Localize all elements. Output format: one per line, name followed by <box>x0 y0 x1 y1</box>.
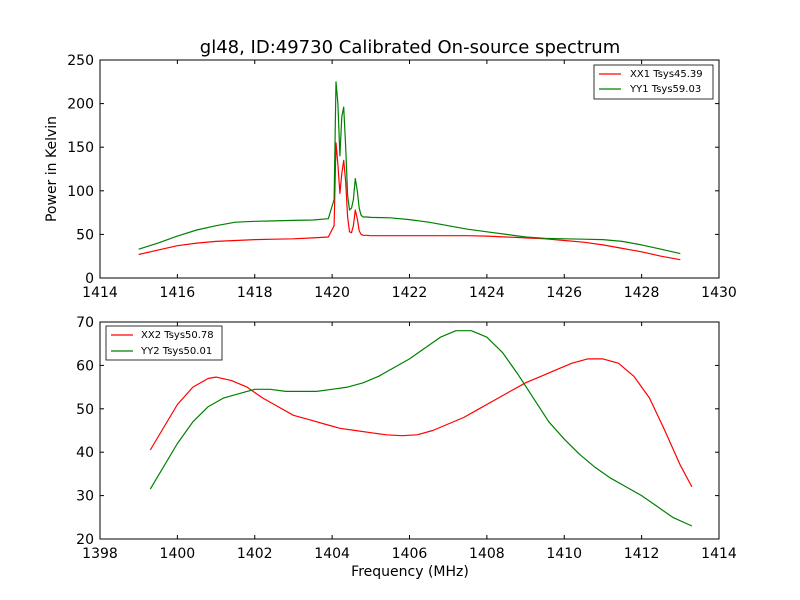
x-tick-label: 1430 <box>701 285 737 301</box>
x-tick-label: 1400 <box>160 546 196 562</box>
axes-layer: 1398 1400 1402 1404 1406 1408 1410 1412 1414 20 30… <box>76 315 737 562</box>
x-tick-label: 1414 <box>701 546 737 562</box>
series-layer <box>138 81 681 261</box>
y-tick-label: 250 <box>67 53 94 69</box>
plot-frame <box>99 59 720 279</box>
series-line-xx2 <box>149 358 693 488</box>
series-line-yy2 <box>149 330 693 527</box>
axes-layer: 1414 1416 1418 1420 1422 1424 1426 1428 1430 0 50 1… <box>67 53 737 301</box>
y-tick-label: 0 <box>85 271 94 287</box>
y-tick-label: 60 <box>76 358 94 374</box>
y-tick-label: 40 <box>76 445 94 461</box>
series-line-xx1 <box>138 142 681 261</box>
x-tick-label: 1412 <box>624 546 660 562</box>
legend: XX2 Tsys50.78 YY2 Tsys50.01 <box>105 325 223 361</box>
x-tick-label: 1406 <box>392 546 428 562</box>
x-tick-label: 1404 <box>314 546 350 562</box>
plot-frame <box>99 321 720 540</box>
x-tick-label: 1414 <box>82 285 118 301</box>
legend-box <box>593 64 714 100</box>
y-tick-label: 50 <box>76 402 94 418</box>
x-tick-label: 1420 <box>314 285 350 301</box>
x-axis-label: Frequency (MHz) <box>351 564 469 580</box>
y-tick-label: 150 <box>67 140 94 156</box>
series-layer <box>149 330 693 527</box>
y-tick-label: 30 <box>76 489 94 505</box>
legend-label-xx1: XX1 Tsys45.39 <box>630 69 703 80</box>
y-tick-label: 50 <box>76 227 94 243</box>
y-axis-label: Power in Kelvin <box>44 116 60 222</box>
top-chart: gl48, ID:49730 Calibrated On-source spec… <box>44 37 737 301</box>
y-tick-label: 20 <box>76 532 94 548</box>
x-tick-label: 1418 <box>237 285 273 301</box>
legend-label-xx2: XX2 Tsys50.78 <box>141 330 214 341</box>
x-tick-label: 1428 <box>624 285 660 301</box>
y-tick-label: 100 <box>67 184 94 200</box>
x-tick-label: 1424 <box>469 285 505 301</box>
legend-label-yy2: YY2 Tsys50.01 <box>140 346 212 357</box>
y-tick-label: 70 <box>76 315 94 331</box>
y-tick-label: 200 <box>67 97 94 113</box>
x-tick-label: 1402 <box>237 546 273 562</box>
legend-label-yy1: YY1 Tsys59.03 <box>629 84 701 95</box>
x-tick-label: 1408 <box>469 546 505 562</box>
legend: XX1 Tsys45.39 YY1 Tsys59.03 <box>593 64 714 100</box>
bottom-chart: Frequency (MHz) 1398 1400 1402 1404 1406 1408… <box>76 315 737 580</box>
x-tick-label: 1422 <box>392 285 428 301</box>
legend-box <box>105 325 223 361</box>
chart-title: gl48, ID:49730 Calibrated On-source spec… <box>200 37 620 58</box>
series-line-yy1 <box>138 81 681 255</box>
x-tick-label: 1416 <box>160 285 196 301</box>
x-tick-label: 1410 <box>546 546 582 562</box>
x-tick-label: 1398 <box>82 546 118 562</box>
x-tick-label: 1426 <box>546 285 582 301</box>
